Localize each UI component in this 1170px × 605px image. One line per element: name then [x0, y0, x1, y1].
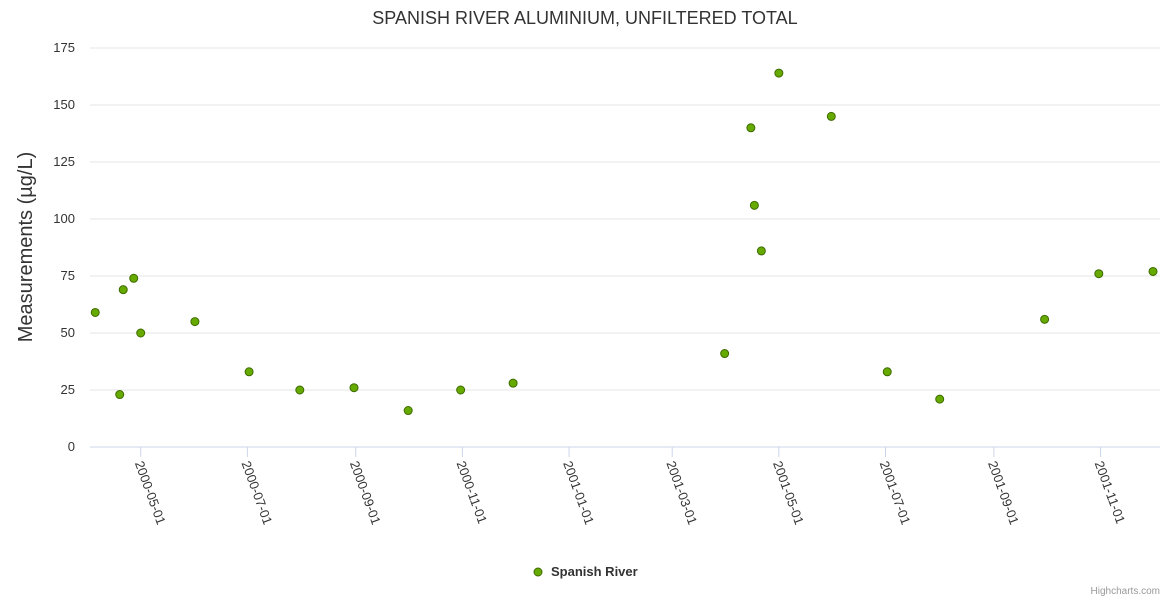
data-point[interactable] [1148, 266, 1158, 276]
data-point[interactable] [115, 390, 125, 400]
y-axis: 0 25 50 75 100 125 150 175 [53, 40, 75, 454]
legend-marker[interactable] [533, 567, 543, 577]
x-tick-label: 2000-11-01 [454, 459, 491, 526]
data-point[interactable] [403, 406, 413, 416]
data-point[interactable] [749, 200, 759, 210]
chart-title: SPANISH RIVER ALUMINIUM, UNFILTERED TOTA… [372, 8, 797, 28]
y-tick-label: 175 [53, 40, 75, 55]
data-point[interactable] [756, 246, 766, 256]
data-point[interactable] [1040, 314, 1050, 324]
data-point[interactable] [295, 385, 305, 395]
x-tick-label: 2000-07-01 [239, 459, 276, 527]
x-tick-label: 2001-11-01 [1092, 459, 1129, 526]
data-point[interactable] [349, 383, 359, 393]
points-layer [90, 68, 1158, 416]
x-tick-label: 2001-07-01 [877, 459, 914, 527]
y-tick-label: 100 [53, 211, 75, 226]
y-tick-label: 25 [61, 382, 75, 397]
data-point[interactable] [746, 123, 756, 133]
grid-layer [90, 47, 1160, 391]
x-axis: 2000-05-01 2000-07-01 2000-09-01 2000-11-01… [90, 446, 1160, 527]
credits[interactable]: Highcharts.com [1091, 586, 1160, 597]
data-point[interactable] [935, 394, 945, 404]
x-tick-label: 2001-09-01 [985, 459, 1022, 527]
legend-item-spanish-river[interactable]: Spanish River [551, 564, 638, 579]
x-tick-label: 2001-05-01 [770, 459, 807, 527]
y-tick-label: 125 [53, 154, 75, 169]
y-tick-label: 0 [68, 439, 75, 454]
data-point[interactable] [190, 317, 200, 327]
legend[interactable]: Spanish River [533, 564, 638, 579]
data-point[interactable] [882, 367, 892, 377]
data-point[interactable] [129, 273, 139, 283]
data-point[interactable] [826, 111, 836, 121]
y-tick-label: 50 [61, 325, 75, 340]
data-point[interactable] [1094, 269, 1104, 279]
data-point[interactable] [136, 328, 146, 338]
data-point[interactable] [90, 307, 100, 317]
data-point[interactable] [244, 367, 254, 377]
y-tick-label: 150 [53, 97, 75, 112]
data-point[interactable] [774, 68, 784, 78]
x-tick-label: 2001-03-01 [663, 459, 700, 527]
x-tick-label: 2001-01-01 [560, 459, 597, 527]
data-point[interactable] [720, 349, 730, 359]
y-tick-label: 75 [61, 268, 75, 283]
data-point[interactable] [118, 285, 128, 295]
y-axis-label: Measurements (µg/L) [15, 152, 37, 342]
data-point[interactable] [456, 385, 466, 395]
data-point[interactable] [508, 378, 518, 388]
x-tick-label: 2000-09-01 [347, 459, 384, 527]
x-tick-label: 2000-05-01 [132, 459, 169, 527]
